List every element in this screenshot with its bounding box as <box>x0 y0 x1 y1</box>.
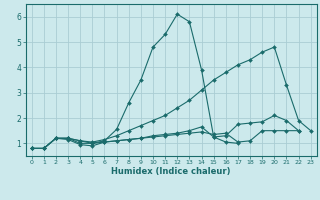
X-axis label: Humidex (Indice chaleur): Humidex (Indice chaleur) <box>111 167 231 176</box>
